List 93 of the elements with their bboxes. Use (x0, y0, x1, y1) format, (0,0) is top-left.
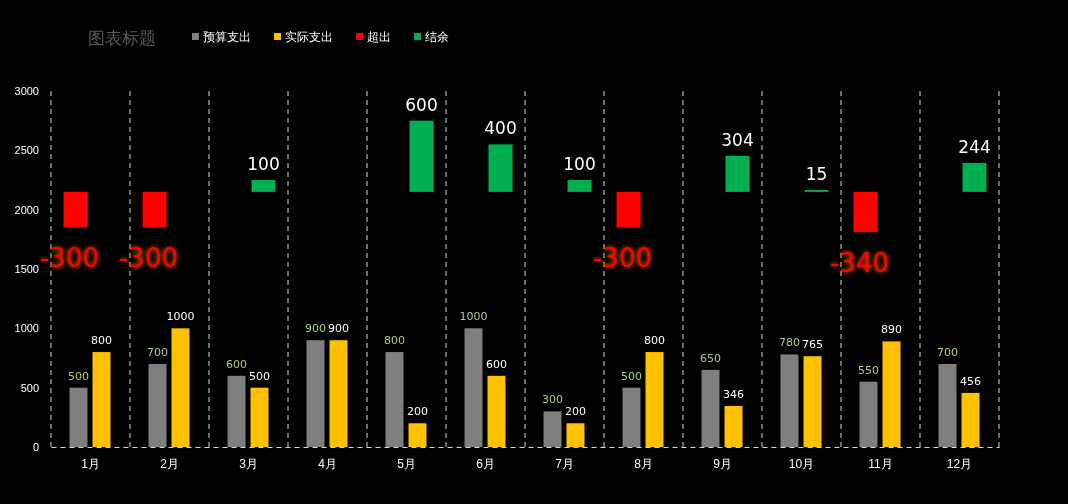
bar (566, 423, 585, 447)
bar (616, 191, 641, 228)
data-label: 600 (226, 357, 247, 371)
chart-title: 图表标题 (88, 28, 156, 48)
data-label: 500 (68, 369, 89, 383)
bar (962, 162, 987, 192)
bar (142, 191, 167, 228)
data-label: 800 (384, 334, 405, 348)
bar (385, 352, 404, 447)
data-label: 15 (805, 164, 828, 185)
y-tick-label: 500 (20, 381, 39, 394)
bar (859, 381, 878, 447)
data-label: 1000 (166, 310, 195, 324)
y-tick-label: 1000 (14, 322, 39, 335)
data-label: 650 (700, 351, 721, 365)
legend-label: 预算支出 (203, 30, 251, 44)
bar (780, 354, 799, 447)
data-label: 700 (937, 345, 958, 359)
bar (622, 387, 641, 447)
bar (803, 356, 822, 447)
bar (171, 328, 190, 447)
bar (853, 191, 878, 233)
x-tick-label: 1月 (81, 456, 100, 471)
bar (92, 352, 111, 447)
data-label: 550 (858, 363, 879, 377)
data-label: 200 (407, 405, 428, 419)
data-label: 800 (91, 334, 112, 348)
y-tick-label: 0 (32, 441, 39, 454)
x-tick-label: 9月 (713, 456, 732, 471)
bar (464, 328, 483, 447)
data-label: 304 (721, 129, 754, 150)
bar (961, 392, 980, 447)
y-tick-label: 3000 (14, 85, 39, 98)
data-label: 900 (328, 322, 349, 336)
bar (701, 369, 720, 447)
bar (938, 363, 957, 447)
data-label: 780 (779, 336, 800, 350)
data-label: 500 (621, 369, 642, 383)
data-label: 200 (565, 405, 586, 419)
bar (487, 375, 506, 447)
bar (306, 340, 325, 447)
data-label: -300 (118, 243, 179, 274)
data-label: -340 (829, 248, 890, 279)
y-tick-label: 2000 (14, 203, 39, 216)
data-label: 400 (484, 118, 517, 139)
data-label: -300 (39, 243, 100, 274)
bar (488, 144, 513, 192)
data-label: 300 (542, 393, 563, 407)
bar (329, 340, 348, 447)
bar (69, 387, 88, 447)
data-label: 500 (249, 369, 270, 383)
bar (409, 120, 434, 192)
data-label: 765 (802, 338, 823, 352)
data-label: 600 (405, 94, 438, 115)
bar (882, 341, 901, 447)
bar (250, 387, 269, 447)
data-label: 244 (958, 136, 991, 157)
data-label: 456 (960, 374, 981, 388)
x-tick-label: 3月 (239, 456, 258, 471)
bar (227, 375, 246, 447)
x-tick-label: 6月 (476, 456, 495, 471)
bar (567, 180, 592, 192)
data-label: 346 (723, 387, 744, 401)
bar (725, 155, 750, 192)
bar (251, 180, 276, 192)
bar (645, 352, 664, 447)
legend-label: 结余 (425, 30, 449, 44)
x-tick-label: 7月 (555, 456, 574, 471)
x-tick-label: 8月 (634, 456, 653, 471)
legend-label: 实际支出 (285, 30, 333, 44)
x-tick-label: 10月 (788, 456, 815, 471)
y-tick-label: 2500 (14, 144, 39, 157)
data-label: 100 (563, 154, 596, 174)
bar (543, 411, 562, 447)
x-tick-label: 11月 (868, 456, 893, 471)
data-label: 600 (486, 357, 507, 371)
bar (408, 423, 427, 447)
bar (63, 191, 88, 228)
data-label: 800 (644, 334, 665, 348)
data-label: 900 (305, 322, 326, 336)
data-label: 100 (247, 154, 280, 174)
y-tick-label: 1500 (14, 263, 39, 276)
data-label: 700 (147, 345, 168, 359)
data-label: -300 (592, 243, 653, 274)
x-tick-label: 2月 (160, 456, 179, 471)
x-tick-label: 12月 (946, 456, 973, 471)
x-tick-label: 4月 (318, 456, 337, 471)
x-tick-label: 5月 (397, 456, 416, 471)
data-label: 1000 (459, 310, 488, 324)
legend-label: 超出 (367, 30, 391, 44)
bar (724, 405, 743, 447)
data-label: 890 (881, 323, 902, 337)
bar (148, 363, 167, 447)
